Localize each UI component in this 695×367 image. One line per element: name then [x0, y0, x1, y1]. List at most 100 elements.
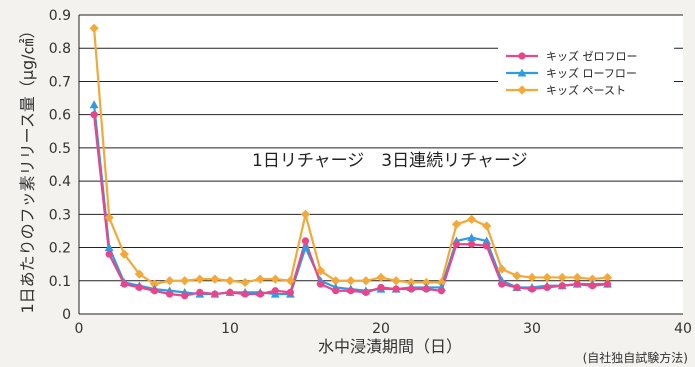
legend-entry: キッズ ローフロー	[546, 66, 637, 80]
y-tick-label: 0.7	[49, 74, 71, 90]
data-point	[437, 287, 445, 295]
data-point	[421, 277, 431, 288]
data-point	[498, 280, 506, 288]
data-point	[573, 280, 581, 288]
data-point	[166, 290, 174, 298]
x-tick-label: 40	[674, 321, 692, 337]
y-tick-label: 0.8	[49, 41, 71, 57]
data-point	[512, 271, 522, 281]
data-point	[346, 276, 356, 286]
data-point	[483, 242, 491, 250]
data-point	[451, 219, 462, 229]
data-point	[225, 276, 235, 286]
data-point	[376, 272, 386, 283]
data-point	[347, 287, 355, 295]
legend-box	[498, 40, 674, 102]
data-point	[210, 274, 220, 284]
y-tick-label: 0.6	[49, 108, 71, 124]
data-point	[270, 274, 280, 284]
data-point	[362, 288, 370, 297]
data-point	[587, 274, 597, 284]
data-point	[482, 221, 492, 231]
data-point	[332, 287, 340, 295]
data-point	[286, 288, 294, 297]
data-point	[104, 243, 114, 252]
data-point	[422, 285, 430, 293]
data-point	[406, 277, 416, 288]
legend-swatch-marker	[517, 68, 527, 77]
data-point	[557, 272, 567, 283]
data-point	[226, 288, 234, 297]
data-point	[361, 276, 371, 286]
data-point	[105, 250, 113, 258]
x-tick-labels: 0 10 20 30 40	[75, 321, 692, 337]
data-point	[436, 277, 446, 288]
data-point	[195, 274, 205, 284]
data-point	[331, 276, 341, 286]
data-point	[119, 249, 129, 259]
data-point	[528, 285, 536, 293]
y-tick-label: 0.3	[49, 207, 71, 223]
data-point	[196, 288, 204, 297]
series-markers	[89, 23, 613, 300]
data-point	[572, 272, 582, 283]
legend-entry: キッズ ペースト	[546, 83, 626, 97]
data-point	[301, 243, 310, 252]
data-point	[602, 272, 613, 283]
data-point	[301, 237, 310, 245]
data-point	[120, 280, 128, 288]
data-point	[497, 264, 507, 274]
data-point	[150, 287, 159, 295]
data-point	[165, 276, 175, 286]
data-point	[513, 283, 521, 292]
annotation-text: 1日リチャージ 3日連続リチャージ	[252, 151, 528, 171]
x-tick-label: 10	[221, 321, 239, 337]
y-tick-label: 0.9	[49, 8, 71, 24]
data-point	[391, 276, 401, 286]
data-point	[467, 214, 477, 224]
data-point	[89, 23, 99, 33]
data-point	[211, 290, 219, 298]
data-point	[134, 269, 144, 279]
x-tick-label: 20	[372, 321, 390, 337]
data-point	[180, 276, 190, 286]
data-point	[90, 111, 98, 119]
data-point	[255, 274, 265, 284]
y-axis-label: 1日あたりのフッ素リリース量（μg/㎠）	[18, 22, 37, 313]
data-point	[467, 233, 476, 242]
data-point	[527, 272, 537, 283]
data-point	[407, 285, 415, 293]
x-tick-label: 0	[75, 321, 84, 337]
data-point	[135, 283, 143, 292]
method-note: (自社独自試験方法)	[583, 350, 688, 365]
y-tick-label: 0.2	[49, 241, 71, 257]
y-tick-label: 0.1	[49, 274, 71, 290]
data-point	[271, 287, 279, 295]
data-point	[181, 292, 189, 300]
y-tick-label: 0.5	[49, 141, 71, 157]
data-point	[104, 213, 114, 223]
data-point	[316, 266, 326, 276]
data-point	[256, 290, 264, 298]
x-axis-label: 水中浸漬期間（日）	[318, 337, 462, 356]
data-point	[317, 280, 325, 288]
x-tick-label: 30	[523, 321, 541, 337]
legend-swatch-marker	[518, 52, 526, 60]
data-point	[240, 277, 250, 288]
data-point	[285, 276, 295, 286]
data-point	[149, 279, 160, 289]
legend-entry: キッズ ゼロフロー	[546, 49, 638, 63]
y-tick-labels: 0 0.1 0.2 0.3 0.4 0.5 0.6 0.7 0.8 0.9	[49, 8, 71, 323]
y-tick-label: 0	[62, 307, 71, 323]
data-point	[558, 282, 566, 290]
data-point	[588, 282, 597, 290]
data-point	[468, 240, 476, 248]
legend-swatch-marker	[517, 85, 527, 95]
data-point	[452, 240, 461, 248]
data-point	[392, 285, 400, 293]
data-point	[241, 290, 249, 298]
y-tick-label: 0.4	[49, 174, 71, 190]
data-point	[543, 283, 551, 292]
